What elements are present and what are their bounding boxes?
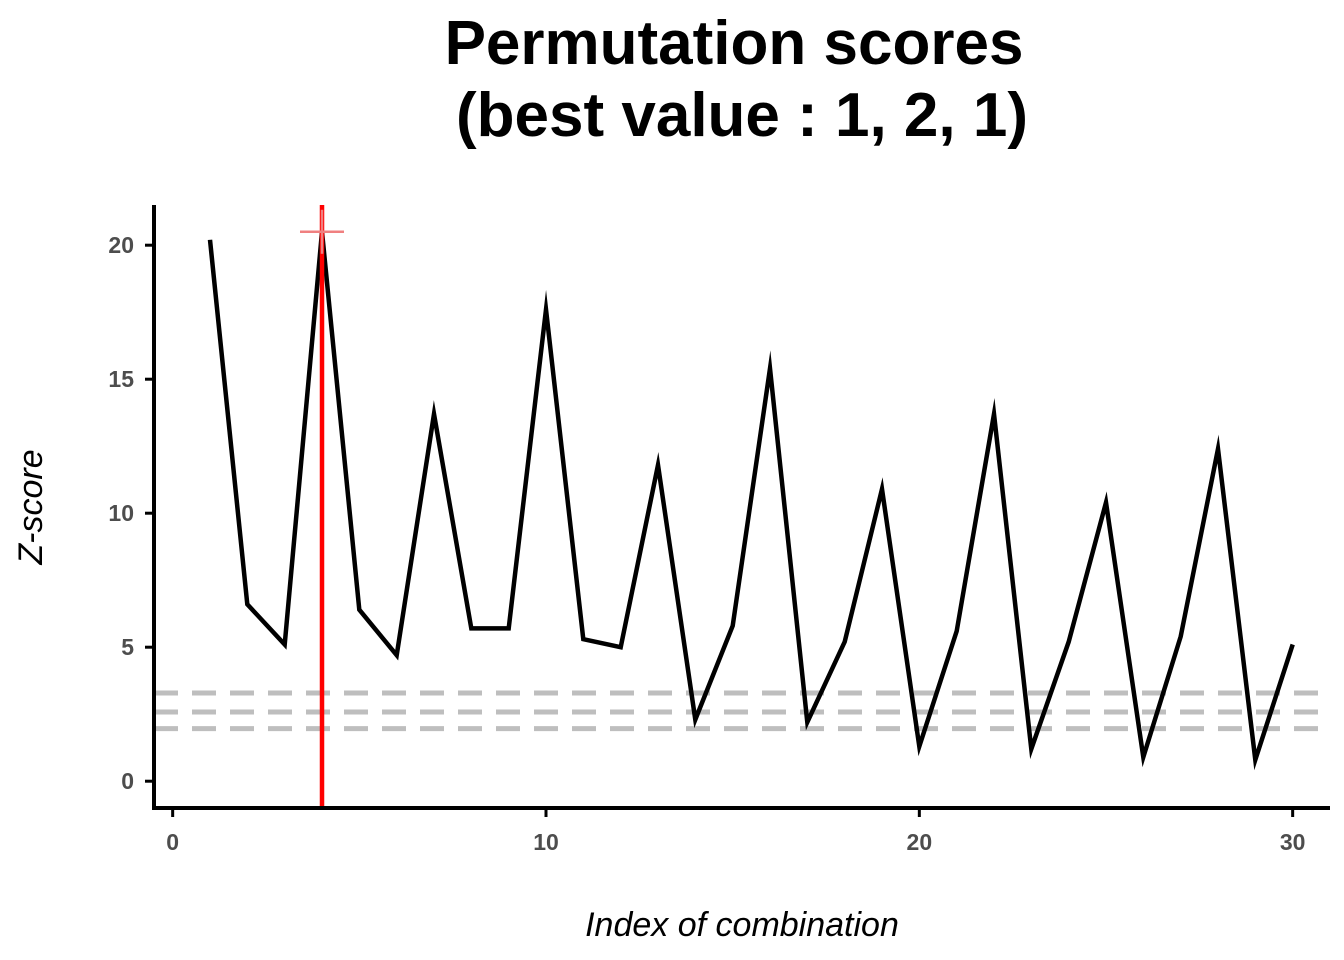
x-tick-label: 0 — [166, 829, 179, 855]
series-line-0 — [207, 231, 1295, 771]
y-tick-label: 10 — [108, 500, 134, 526]
x-tick-label: 30 — [1280, 829, 1306, 855]
x-tick-label: 10 — [533, 829, 559, 855]
reference-lines — [154, 690, 1330, 732]
best-value-marker — [300, 209, 344, 254]
y-tick-label: 0 — [121, 768, 134, 794]
best-value-layer — [300, 205, 344, 808]
y-tick-label: 20 — [108, 232, 134, 258]
axes — [152, 205, 1330, 810]
x-axis-label: Index of combination — [585, 906, 899, 944]
y-tick-label: 15 — [108, 366, 134, 392]
chart-title-line-2: (best value : 1, 2, 1) — [456, 81, 1028, 150]
y-axis-label: Z-score — [12, 449, 50, 565]
ticks: 0 5 10 15 20 0 10 20 30 — [108, 232, 1305, 855]
series-layer — [207, 231, 1295, 771]
chart-title-line-1: Permutation scores — [445, 9, 1024, 78]
x-tick-label: 20 — [907, 829, 933, 855]
y-tick-label: 5 — [121, 634, 134, 660]
